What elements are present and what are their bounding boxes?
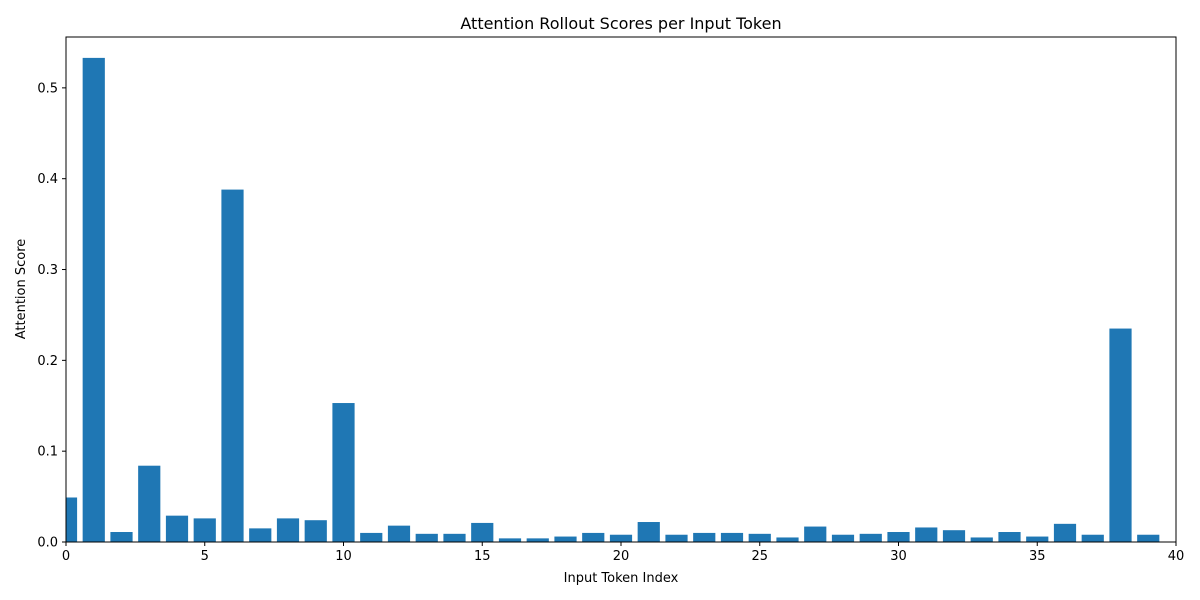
y-tick-label: 0.5 (37, 81, 58, 96)
bar-token-9 (304, 520, 327, 542)
x-tick-label: 25 (751, 549, 768, 564)
x-tick-label: 0 (62, 549, 70, 564)
bar-token-8 (276, 518, 300, 542)
x-tick-label: 35 (1029, 549, 1046, 564)
bar-token-12 (387, 525, 411, 542)
bar-token-27 (804, 526, 827, 542)
y-tick-label: 0.3 (37, 263, 58, 278)
x-tick-label: 40 (1168, 549, 1185, 564)
bar-token-11 (360, 532, 383, 542)
bar-token-23 (693, 532, 716, 542)
bars-group (66, 57, 1160, 542)
bar-token-18 (554, 536, 577, 542)
bar-token-6 (221, 189, 244, 542)
y-axis-title: Attention Score (14, 239, 29, 340)
bar-token-24 (720, 532, 744, 542)
bar-token-36 (1053, 523, 1077, 542)
bar-token-33 (970, 537, 993, 542)
bar-token-29 (859, 533, 882, 542)
x-tick-label: 30 (890, 549, 907, 564)
bar-token-39 (1137, 534, 1160, 542)
bar-token-5 (193, 518, 216, 542)
bar-token-35 (1026, 536, 1049, 542)
bar-token-20 (609, 534, 633, 542)
chart-title: Attention Rollout Scores per Input Token (460, 14, 781, 33)
plot-frame (65, 36, 1177, 543)
bar-token-16 (498, 538, 522, 542)
bar-token-25 (748, 533, 771, 542)
bar-token-22 (665, 534, 688, 542)
bar-token-38 (1109, 328, 1132, 542)
x-tick-label: 10 (335, 549, 352, 564)
bar-token-4 (165, 515, 189, 542)
bar-token-37 (1081, 534, 1104, 542)
bar-token-2 (110, 532, 133, 542)
y-tick-label: 0.0 (37, 536, 58, 551)
y-tick-label: 0.4 (37, 172, 58, 187)
bar-token-26 (776, 537, 799, 542)
y-axis: 0.0 0.1 0.2 0.3 0.4 0.5 (37, 81, 66, 551)
bar-token-13 (415, 533, 438, 542)
bar-token-14 (443, 533, 466, 542)
bar-token-34 (998, 532, 1021, 542)
bar-token-0 (66, 497, 78, 542)
bar-token-31 (915, 527, 938, 542)
bar-token-17 (526, 538, 549, 542)
x-tick-label: 20 (613, 549, 630, 564)
bar-token-30 (887, 532, 910, 542)
bar-token-28 (831, 534, 855, 542)
bar-token-3 (138, 465, 161, 542)
y-tick-label: 0.2 (37, 354, 58, 369)
x-tick-label: 15 (474, 549, 491, 564)
bar-token-32 (942, 530, 966, 542)
x-axis: 0 5 10 15 20 25 30 35 40 (62, 542, 1184, 564)
y-tick-label: 0.1 (37, 445, 58, 460)
x-axis-title: Input Token Index (564, 571, 679, 586)
bar-token-1 (82, 57, 105, 542)
bar-token-7 (249, 528, 272, 542)
bar-token-15 (471, 522, 494, 542)
bar-token-10 (332, 403, 355, 542)
bar-token-21 (637, 522, 660, 542)
bar-token-19 (582, 532, 605, 542)
x-tick-label: 5 (201, 549, 209, 564)
